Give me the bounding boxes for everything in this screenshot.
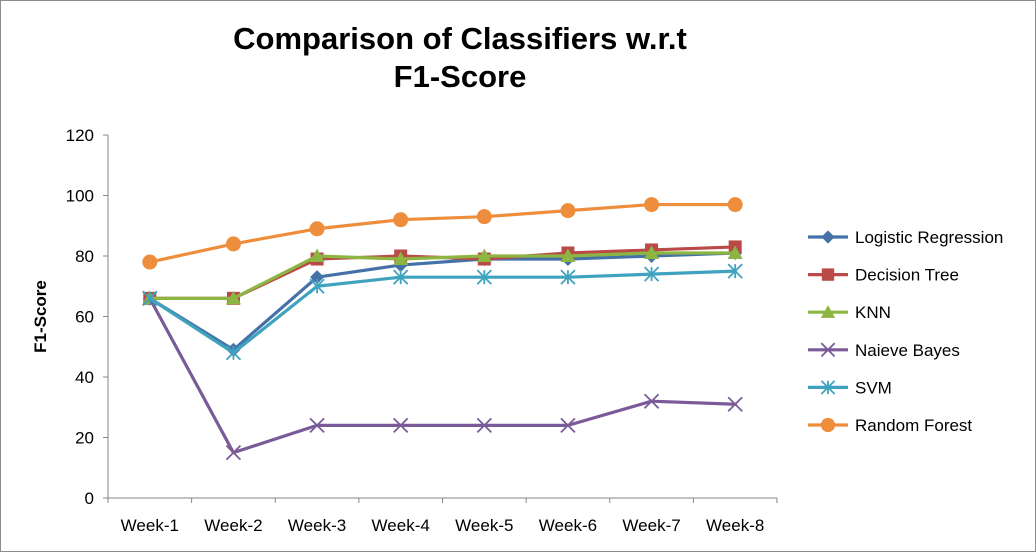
data-point xyxy=(309,417,325,434)
y-tick-label: 20 xyxy=(75,429,94,448)
legend-label: Random Forest xyxy=(855,416,972,435)
y-tick-label: 120 xyxy=(66,126,94,145)
axes: 0 20 40 60 80 100 120 Week-1 Week-2 Week-3 Week-4 W… xyxy=(31,126,778,535)
legend-swatch-marker xyxy=(821,230,835,244)
data-point xyxy=(560,417,576,434)
legend-swatch-marker xyxy=(821,268,835,281)
data-point xyxy=(225,444,242,461)
legend: Logistic Regression Decision Tree KNN Naiev… xyxy=(808,228,1003,435)
chart-title-line-2: F1-Score xyxy=(393,59,527,94)
data-point xyxy=(225,290,241,305)
legend-entry: Naieve Bayes xyxy=(808,341,960,360)
chart-title: Comparison of Classifiers w.r.t F1-Score xyxy=(110,20,810,96)
data-point xyxy=(393,269,409,285)
data-point xyxy=(727,396,743,412)
data-point xyxy=(393,417,409,434)
legend-entry: KNN xyxy=(808,303,891,322)
legend-entry: Decision Tree xyxy=(808,266,959,285)
legend-swatch-marker xyxy=(820,380,836,395)
data-point xyxy=(225,345,242,361)
data-point xyxy=(643,266,660,282)
y-axis-title: F1-Score xyxy=(31,280,50,353)
series-naieve-bayes xyxy=(142,290,743,461)
x-tick-label: Week-3 xyxy=(288,516,346,535)
data-point xyxy=(142,254,158,270)
data-point xyxy=(727,245,743,259)
x-tick-label: Week-6 xyxy=(539,516,597,535)
data-point xyxy=(309,221,325,237)
data-point xyxy=(643,393,660,409)
x-tick-label: Week-7 xyxy=(622,516,680,535)
data-point xyxy=(309,278,325,294)
series-line xyxy=(148,296,737,455)
legend-label: Decision Tree xyxy=(855,266,959,285)
series-random-forest xyxy=(142,197,743,270)
data-point xyxy=(476,417,492,434)
x-tick-label: Week-1 xyxy=(121,516,179,535)
legend-entry: SVM xyxy=(808,378,892,397)
legend-swatch-marker xyxy=(820,417,836,433)
series-layer xyxy=(142,197,743,461)
chart-title-line-1: Comparison of Classifiers w.r.t xyxy=(233,21,687,56)
series-svm xyxy=(142,263,743,361)
y-tick-label: 100 xyxy=(66,187,94,206)
legend-label: KNN xyxy=(855,303,891,322)
data-point xyxy=(560,203,576,219)
series-knn xyxy=(142,245,743,305)
y-tick-label: 40 xyxy=(75,368,94,387)
data-point xyxy=(644,197,660,213)
data-point xyxy=(476,269,492,285)
x-tick-label: Week-5 xyxy=(455,516,513,535)
data-point xyxy=(727,263,743,279)
data-point xyxy=(310,270,325,285)
legend-label: Logistic Regression xyxy=(855,228,1003,247)
data-point xyxy=(142,290,158,306)
legend-swatch-marker xyxy=(820,305,836,318)
y-tick-label: 80 xyxy=(75,247,94,266)
data-point xyxy=(393,212,409,228)
x-tick-label: Week-8 xyxy=(706,516,764,535)
y-tick-label: 0 xyxy=(85,489,94,508)
legend-label: SVM xyxy=(855,378,892,397)
series-line xyxy=(148,251,737,300)
y-tick-label: 60 xyxy=(75,308,94,327)
series-line xyxy=(148,202,737,264)
data-point xyxy=(560,269,576,285)
data-point xyxy=(476,209,492,225)
series-line xyxy=(148,251,737,352)
data-point xyxy=(644,245,660,259)
legend-entry: Logistic Regression xyxy=(808,228,1003,247)
x-tick-label: Week-4 xyxy=(372,516,430,535)
x-tick-label: Week-2 xyxy=(204,516,262,535)
series-line xyxy=(148,269,737,355)
data-point xyxy=(727,197,743,213)
legend-entry: Random Forest xyxy=(808,416,972,435)
data-point xyxy=(225,236,241,252)
data-point xyxy=(309,248,325,262)
legend-label: Naieve Bayes xyxy=(855,341,960,360)
legend-swatch-marker xyxy=(820,342,836,358)
data-point xyxy=(393,251,409,266)
data-point xyxy=(476,248,492,262)
data-point xyxy=(560,248,576,262)
